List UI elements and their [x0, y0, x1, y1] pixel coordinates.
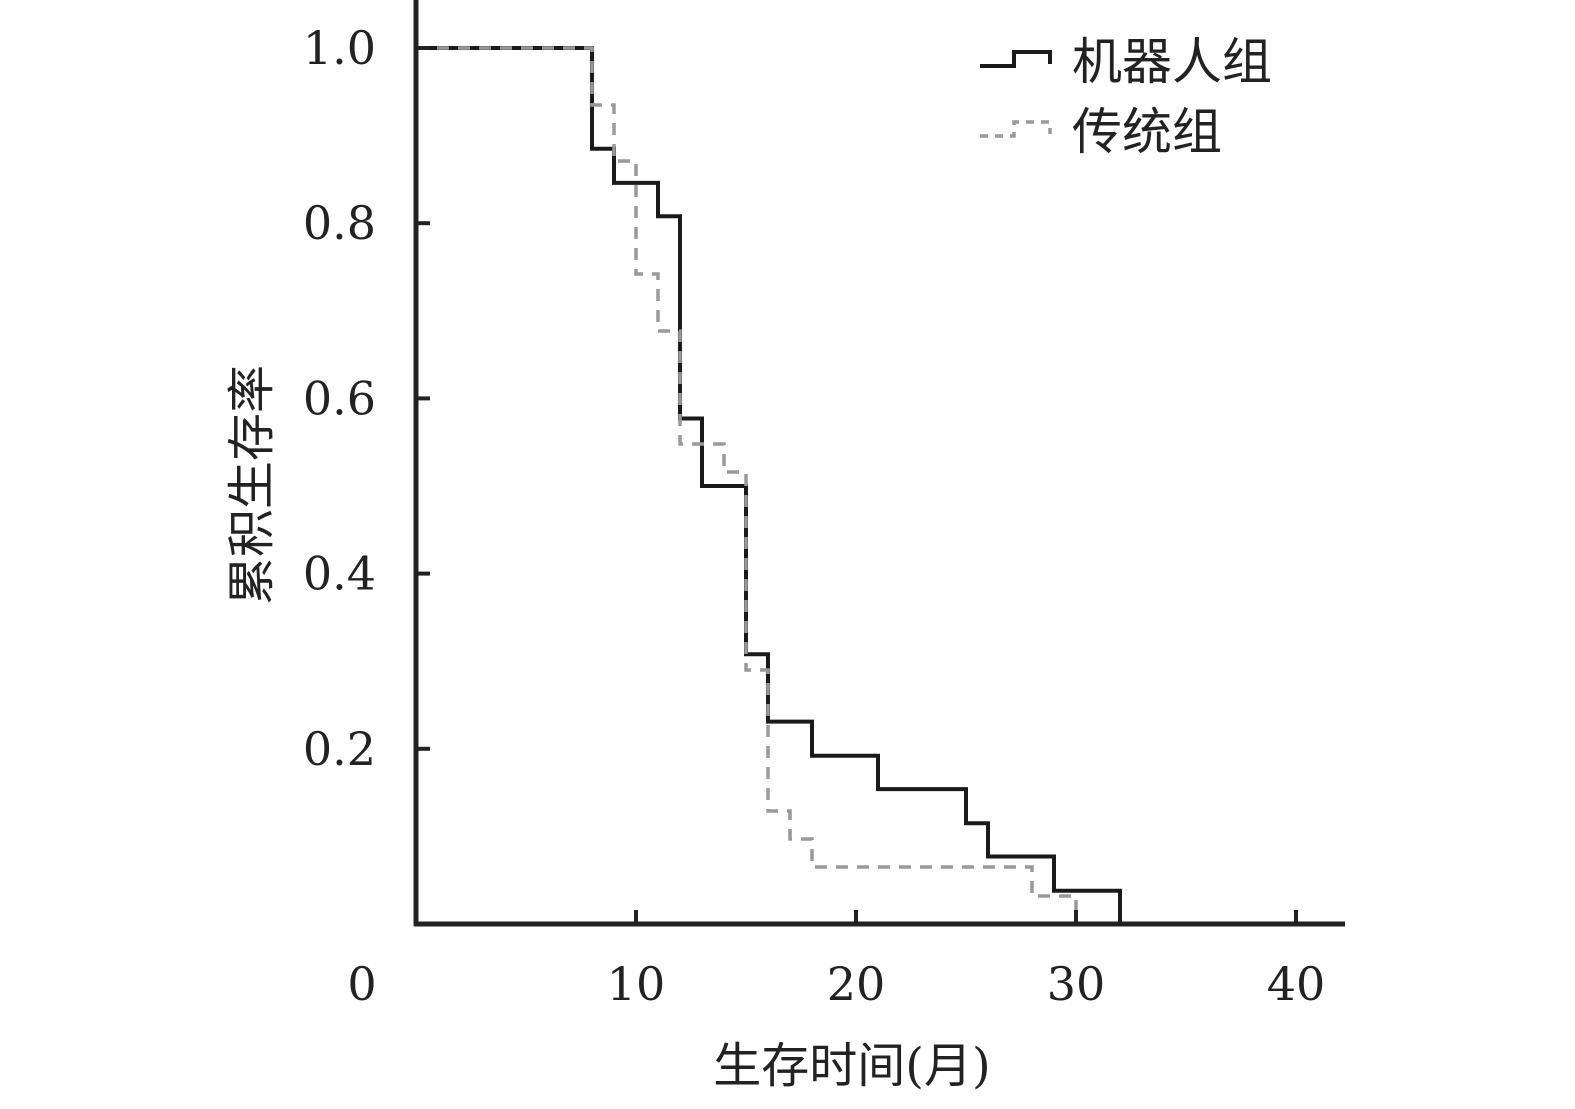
x-tick-label: 30 [1047, 957, 1106, 1011]
series-line-1 [416, 46, 1122, 924]
y-tick-label: 0.6 [303, 371, 376, 425]
axes [413, 0, 1345, 927]
legend-symbol-1 [980, 50, 1052, 68]
x-tick-label: 10 [607, 957, 666, 1011]
x-tick-label: 20 [827, 957, 886, 1011]
y-tick-label: 0.2 [303, 722, 376, 776]
legend-symbol-2 [980, 120, 1052, 138]
plot-lines [416, 46, 1122, 924]
legend-label-2: 传统组 [1072, 103, 1222, 161]
x-axis-title: 生存时间(月) [713, 1038, 990, 1094]
y-axis-title: 累积生存率 [224, 365, 280, 605]
x-tick-label: 40 [1267, 957, 1326, 1011]
y-tick-label: 0.8 [303, 196, 376, 250]
y-tick-label: 0.4 [303, 547, 376, 601]
origin-label: 0 [347, 957, 376, 1011]
series-line-2 [416, 46, 1078, 924]
ticks: 10 20 30 40 0 0.2 0.4 0.6 0.8 1.0 [303, 21, 1325, 1011]
y-tick-label: 1.0 [303, 21, 376, 75]
legend-label-1: 机器人组 [1072, 33, 1272, 91]
